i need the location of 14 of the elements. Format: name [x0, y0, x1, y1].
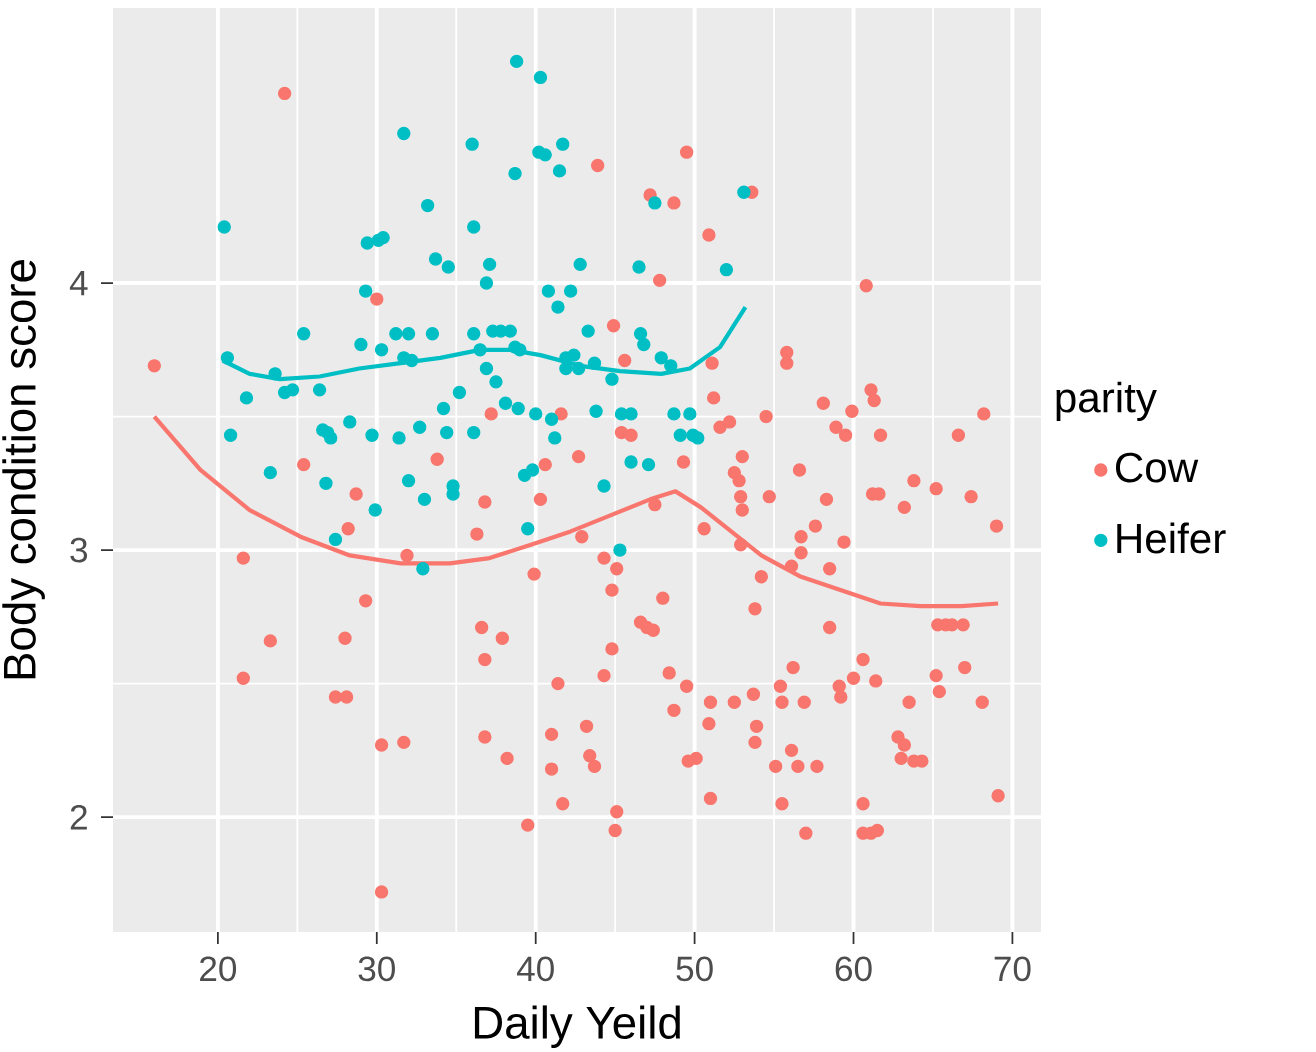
legend-title: parity [1056, 381, 1157, 421]
legend-label: Heifer [1117, 522, 1226, 554]
x-tick-label: 50 [676, 956, 713, 982]
y-tick-label: 2 [70, 804, 87, 830]
x-tick-label: 30 [358, 956, 395, 982]
x-tick-label: 60 [835, 956, 872, 982]
y-tick-label: 4 [69, 270, 88, 296]
legend-label: Cow [1115, 452, 1199, 483]
x-tick-label: 40 [516, 956, 554, 982]
x-tick-label: 20 [200, 956, 237, 982]
y-axis-title: Body condition score [2, 260, 45, 679]
x-tick-label: 70 [994, 956, 1031, 982]
y-tick-label: 3 [70, 537, 88, 563]
x-axis-title: Daily Yeild [474, 1005, 680, 1048]
